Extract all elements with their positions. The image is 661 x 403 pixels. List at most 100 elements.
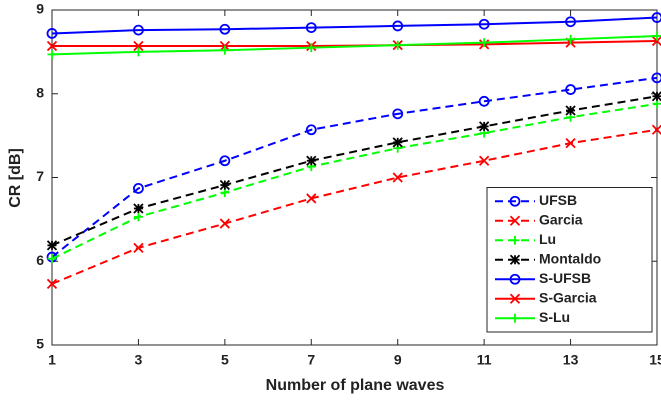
legend-label: Garcia [539,211,583,227]
marker-circle [509,273,521,285]
y-tick-label: 6 [36,252,44,268]
marker [47,254,57,264]
legend-label: S-Garcia [539,289,597,305]
marker [565,16,576,28]
marker [651,12,661,23]
marker [478,95,490,107]
marker [133,212,143,222]
marker [46,28,58,39]
marker [392,137,403,148]
marker-circle [392,108,404,120]
marker-stroke [509,215,521,226]
legend-label: UFSB [539,192,577,208]
x-tick-label: 7 [307,352,315,368]
marker-circle [509,195,521,207]
series-line [51,102,658,260]
marker [478,18,490,30]
x-axis-label: Number of plane waves [266,377,445,394]
marker [133,182,144,194]
marker-stroke [133,242,144,253]
marker [133,47,143,57]
marker [305,124,317,136]
x-tick-label: 1 [48,352,56,368]
marker [220,45,230,55]
x-tick-label: 15 [649,352,661,368]
marker-circle [478,18,490,30]
series-line [51,16,658,35]
marker-circle [565,84,576,95]
marker [509,215,521,226]
marker [565,105,576,116]
marker-circle [305,124,317,136]
x-tick-label: 3 [135,352,143,368]
x-tick-label: 13 [563,352,579,368]
marker [133,40,144,52]
marker [133,203,144,214]
marker-stroke [306,193,317,204]
marker-circle [651,72,661,84]
marker [652,99,661,109]
marker [392,20,404,32]
legend-label: S-Lu [539,309,570,325]
marker [219,155,231,167]
y-tick-label: 5 [36,336,44,352]
marker [219,218,230,229]
marker [651,35,661,47]
x-tick-label: 5 [221,352,229,368]
marker-stroke [392,172,403,183]
marker-circle [392,20,404,32]
marker [306,155,317,166]
marker-circle [565,16,576,28]
marker [46,40,58,52]
legend-label: S-UFSB [539,270,591,286]
marker [392,108,404,120]
marker-circle [219,23,231,35]
x-tick-label: 9 [394,352,402,368]
marker [133,24,144,36]
marker-stroke [509,293,521,304]
marker [651,72,661,84]
marker [565,138,576,149]
marker [220,188,230,198]
series-line [51,34,658,56]
marker-stroke [46,40,58,52]
marker [306,43,316,53]
marker [509,254,521,265]
marker [393,40,403,50]
marker [305,22,317,33]
marker-stroke [565,138,576,149]
marker [306,193,317,204]
marker [652,31,661,41]
y-axis-label: CR [dB] [7,148,24,208]
marker-circle [133,24,144,36]
marker [509,293,521,304]
marker [510,235,520,245]
marker-stroke [479,155,490,166]
y-tick-label: 8 [36,84,44,100]
y-tick-label: 9 [36,1,44,17]
legend-label: Montaldo [539,250,601,266]
marker-stroke [651,35,661,47]
marker-stroke [133,40,144,52]
marker-circle [651,12,661,23]
legend-label: Lu [539,231,556,247]
marker [510,313,520,323]
marker [566,34,576,44]
marker [219,23,231,35]
marker [479,155,490,166]
series-line [51,128,658,285]
marker [46,278,58,289]
marker-stroke [651,124,661,135]
marker [651,91,661,102]
marker-circle [219,155,231,167]
marker-circle [133,182,144,194]
marker [479,38,489,48]
marker [651,124,661,135]
marker [509,273,521,285]
marker-stroke [46,278,58,289]
x-tick-label: 11 [477,352,492,368]
series-line [51,95,658,247]
marker [565,84,576,95]
marker [133,242,144,253]
marker [47,49,57,59]
